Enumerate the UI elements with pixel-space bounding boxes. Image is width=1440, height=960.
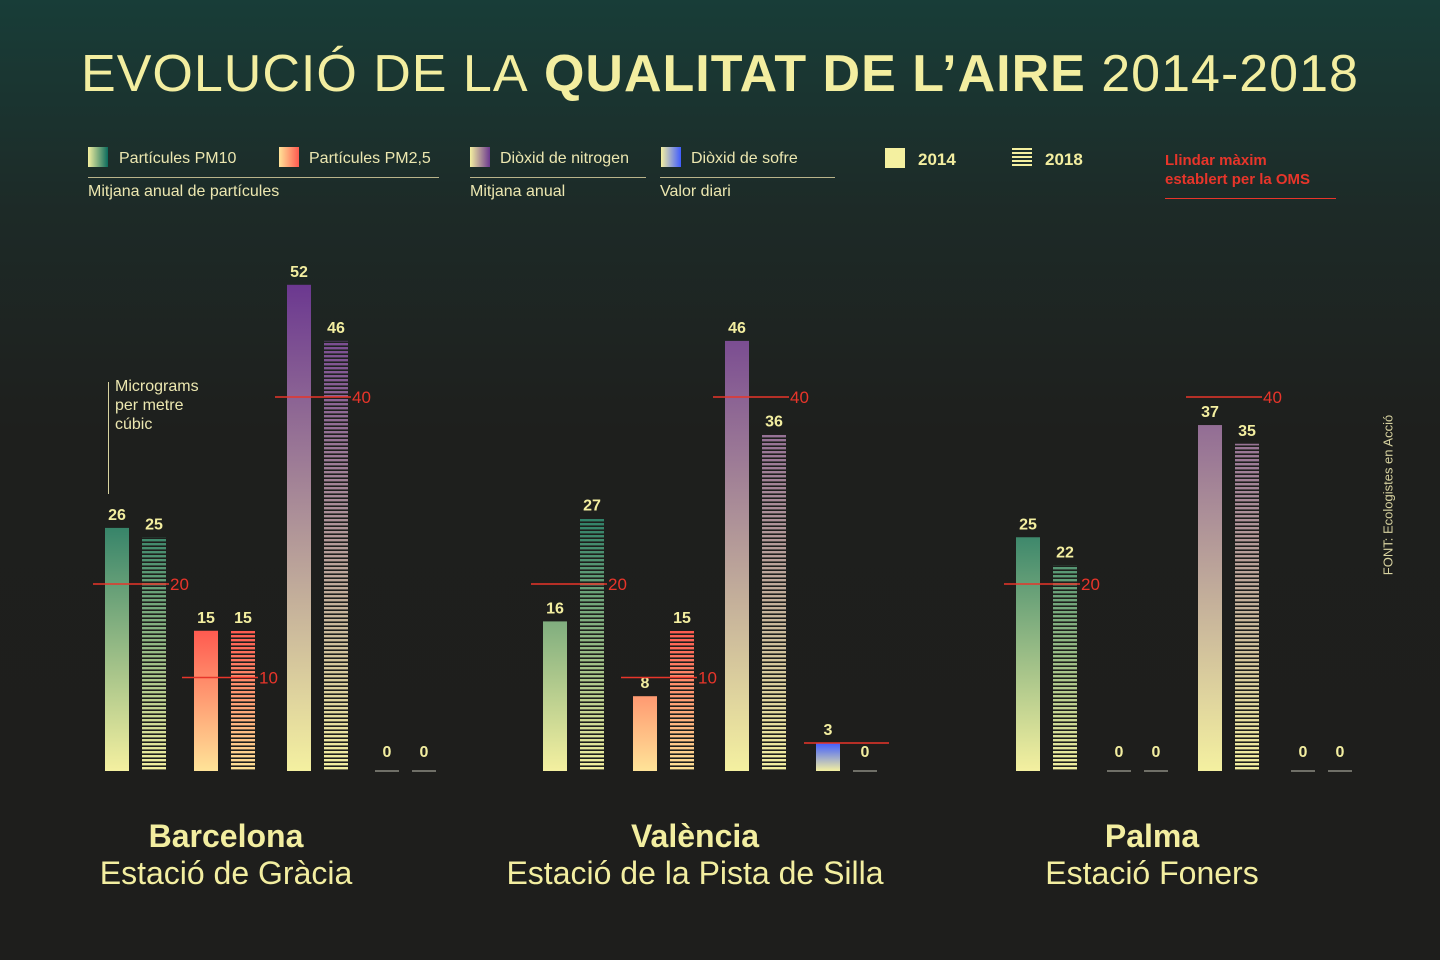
value-label: 15: [234, 610, 252, 627]
legend-swatch-2014: [885, 148, 905, 168]
legend-rule: [88, 177, 439, 178]
threshold-label-line2: establert per la OMS: [1165, 171, 1311, 188]
legend-group-daily: Valor diari: [660, 183, 731, 200]
title-bold: QUALITAT DE L’AIRE: [543, 45, 1086, 103]
value-label: 36: [765, 413, 783, 430]
station-name: Estació de Gràcia: [99, 855, 353, 891]
title-part: EVOLUCIÓ DE LA: [81, 45, 529, 103]
bar-Barcelona-NO2-2014: [287, 284, 311, 771]
value-label: 16: [546, 600, 564, 617]
bar-València-PM2,5-2018: [670, 630, 694, 771]
unit-line: per metre: [115, 397, 184, 414]
value-label: 22: [1056, 544, 1074, 561]
bar-València-PM2,5-2014: [633, 696, 657, 771]
value-label: 15: [197, 610, 215, 627]
threshold-value: 20: [1081, 575, 1100, 594]
unit-label: Micrograms per metre cúbic: [115, 377, 199, 434]
threshold-value: 20: [608, 575, 627, 594]
legend-swatch-so2: [661, 147, 681, 167]
unit-bracket: [108, 382, 109, 494]
bar-Palma-PM10-2018: [1053, 565, 1077, 771]
legend-so2: Diòxid de sofre: [691, 150, 798, 167]
legend-swatch-2018: [1012, 148, 1032, 168]
chart-title: EVOLUCIÓ DE LA QUALITAT DE L’AIRE 2014-2…: [0, 44, 1440, 104]
value-label: 46: [327, 320, 345, 337]
value-label: 0: [1152, 744, 1161, 761]
bar-València-NO2-2018: [762, 434, 786, 771]
bar-Palma-NO2-2018: [1235, 443, 1259, 771]
unit-line: Micrograms: [115, 378, 199, 395]
value-label: 0: [383, 744, 392, 761]
threshold-value: 20: [170, 575, 189, 594]
value-label: 0: [1336, 744, 1345, 761]
city-name: Palma: [1104, 818, 1200, 854]
bar-Barcelona-NO2-2018: [324, 340, 348, 771]
legend-2014: 2014: [918, 150, 956, 169]
bar-Barcelona-PM10-2018: [142, 537, 166, 771]
legend-2018: 2018: [1045, 150, 1083, 169]
threshold-legend-line: [1165, 198, 1336, 199]
legend-pm10: Partícules PM10: [119, 150, 237, 167]
legend-swatch-pm25: [279, 147, 299, 167]
station-name: Estació Foners: [1045, 855, 1259, 891]
value-label: 25: [1019, 516, 1037, 533]
value-label: 0: [861, 744, 870, 761]
bar-València-SO2-2014: [816, 742, 840, 771]
unit-line: cúbic: [115, 416, 153, 433]
value-label: 37: [1201, 404, 1219, 421]
threshold-value: 10: [259, 669, 278, 688]
threshold-value: 40: [1263, 388, 1282, 407]
legend-group-particles: Mitjana anual de partícules: [88, 183, 280, 200]
value-label: 46: [728, 320, 746, 337]
bar-Barcelona-PM2,5-2014: [194, 630, 218, 771]
value-label: 25: [145, 516, 163, 533]
value-label: 8: [641, 675, 650, 692]
bar-Barcelona-PM2,5-2018: [231, 630, 255, 771]
value-label: 15: [673, 610, 691, 627]
threshold-value: 10: [698, 669, 717, 688]
value-label: 0: [1299, 744, 1308, 761]
bar-Palma-PM10-2014: [1016, 537, 1040, 771]
value-label: 3: [824, 722, 833, 739]
value-label: 0: [1115, 744, 1124, 761]
bar-València-NO2-2014: [725, 340, 749, 771]
bar-Palma-NO2-2014: [1198, 425, 1222, 771]
legend-no2: Diòxid de nitrogen: [500, 150, 629, 167]
threshold-value: 40: [790, 388, 809, 407]
city-label-barcelona: Barcelona Estació de Gràcia: [0, 818, 476, 892]
threshold-value: 40: [352, 388, 371, 407]
legend-swatch-pm10: [88, 147, 108, 167]
bar-València-PM10-2018: [580, 518, 604, 771]
bar-València-PM10-2014: [543, 621, 567, 771]
city-label-palma: Palma Estació Foners: [902, 818, 1402, 892]
station-name: Estació de la Pista de Silla: [506, 855, 884, 891]
legend-threshold: Llindar màxim establert per la OMS: [1165, 151, 1310, 189]
value-label: 52: [290, 264, 308, 281]
legend-group-annual: Mitjana anual: [470, 183, 566, 200]
legend-rule: [470, 177, 646, 178]
city-name: Barcelona: [148, 818, 304, 854]
title-years: 2014-2018: [1101, 45, 1359, 103]
city-label-valencia: València Estació de la Pista de Silla: [445, 818, 945, 892]
value-label: 27: [583, 498, 601, 515]
threshold-label-line1: Llindar màxim: [1165, 152, 1267, 169]
city-name: València: [630, 818, 760, 854]
legend-swatch-no2: [470, 147, 490, 167]
value-label: 35: [1238, 423, 1256, 440]
bar-Barcelona-PM10-2014: [105, 527, 129, 771]
legend-pm25: Partícules PM2,5: [309, 150, 431, 167]
value-label: 26: [108, 507, 126, 524]
value-label: 0: [420, 744, 429, 761]
legend-rule: [660, 177, 835, 178]
